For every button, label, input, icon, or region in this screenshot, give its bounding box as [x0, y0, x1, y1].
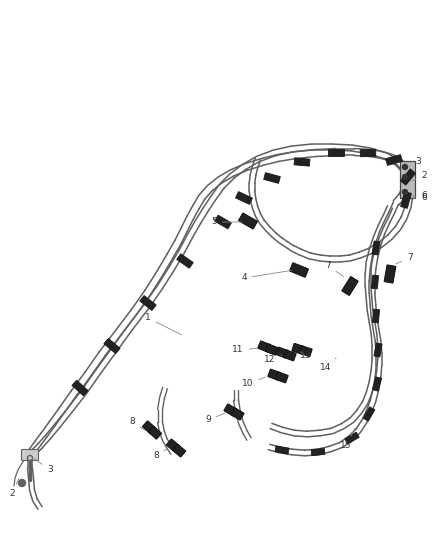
Text: 3: 3 — [34, 458, 53, 474]
Text: 8: 8 — [153, 448, 168, 461]
FancyBboxPatch shape — [268, 369, 281, 380]
Text: 2: 2 — [9, 479, 19, 498]
Text: 15: 15 — [340, 429, 355, 450]
Bar — [372, 241, 380, 255]
FancyBboxPatch shape — [239, 213, 258, 229]
FancyBboxPatch shape — [21, 449, 39, 461]
FancyBboxPatch shape — [276, 372, 288, 383]
FancyBboxPatch shape — [300, 346, 312, 357]
Text: 5: 5 — [211, 217, 241, 227]
Circle shape — [403, 190, 407, 195]
Text: 8: 8 — [129, 417, 146, 431]
FancyBboxPatch shape — [142, 421, 155, 434]
Text: 9: 9 — [205, 413, 226, 424]
FancyBboxPatch shape — [276, 347, 289, 358]
FancyBboxPatch shape — [342, 277, 358, 295]
Text: 3: 3 — [409, 157, 421, 167]
FancyBboxPatch shape — [258, 341, 271, 352]
Text: 7: 7 — [325, 262, 344, 277]
FancyBboxPatch shape — [292, 343, 304, 354]
Text: 14: 14 — [320, 358, 336, 373]
Text: 2: 2 — [412, 172, 427, 181]
Bar — [363, 407, 375, 421]
Text: 12: 12 — [264, 355, 282, 365]
Bar — [294, 158, 310, 166]
FancyBboxPatch shape — [400, 161, 416, 198]
Text: 4: 4 — [241, 270, 291, 282]
Bar — [372, 309, 380, 323]
FancyBboxPatch shape — [224, 404, 237, 416]
Bar — [374, 343, 382, 357]
FancyBboxPatch shape — [283, 350, 296, 361]
FancyBboxPatch shape — [148, 426, 162, 439]
Bar — [104, 338, 120, 353]
Bar — [372, 377, 381, 391]
Text: 13: 13 — [300, 351, 312, 360]
FancyBboxPatch shape — [290, 263, 308, 277]
FancyBboxPatch shape — [231, 408, 244, 420]
Circle shape — [18, 480, 25, 487]
Bar — [177, 254, 193, 268]
Bar — [328, 149, 344, 156]
Bar — [215, 215, 231, 229]
Text: 10: 10 — [242, 377, 265, 389]
Bar — [311, 448, 325, 456]
Bar — [385, 155, 403, 165]
Text: 6: 6 — [413, 193, 427, 203]
Text: 7: 7 — [396, 254, 413, 264]
FancyBboxPatch shape — [166, 439, 180, 452]
FancyBboxPatch shape — [384, 265, 396, 283]
Bar — [72, 380, 88, 396]
Text: 1: 1 — [145, 313, 181, 335]
Bar — [275, 446, 289, 454]
Circle shape — [403, 174, 407, 180]
Bar — [400, 169, 416, 185]
Bar — [264, 173, 280, 183]
Bar — [371, 275, 378, 289]
Text: 6: 6 — [412, 191, 427, 200]
Bar — [401, 192, 411, 208]
FancyBboxPatch shape — [173, 444, 186, 457]
FancyBboxPatch shape — [265, 344, 278, 355]
Text: 11: 11 — [232, 345, 257, 354]
Bar — [140, 295, 156, 311]
Circle shape — [403, 165, 407, 169]
Bar — [345, 432, 359, 444]
Bar — [236, 191, 252, 205]
Bar — [360, 149, 376, 157]
